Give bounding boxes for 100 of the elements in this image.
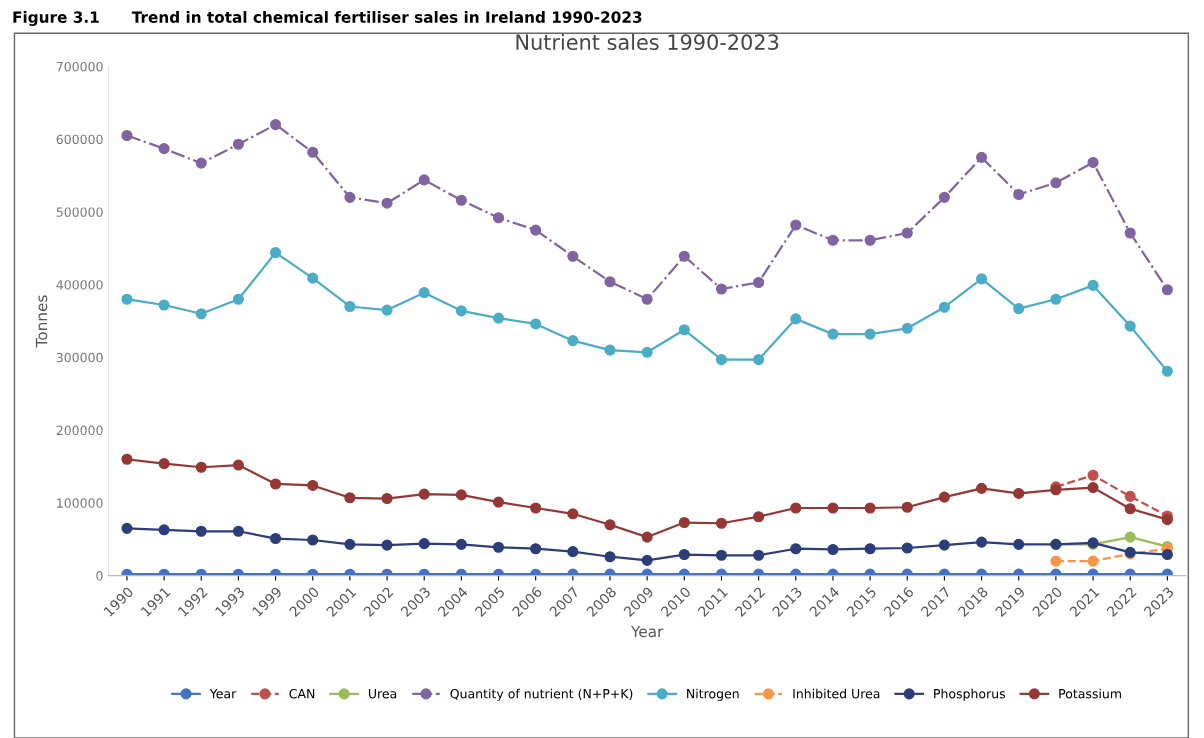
point: [1124, 531, 1136, 543]
y-tick-label: 100000: [57, 498, 103, 508]
y-tick-label: 0: [96, 571, 103, 581]
point: [901, 501, 913, 513]
point: [418, 538, 430, 550]
point: [232, 459, 244, 471]
y-tick-label: 700000: [56, 61, 103, 72]
point: [1161, 548, 1173, 561]
point: [1161, 284, 1173, 296]
point: [492, 541, 505, 553]
point: [976, 536, 988, 548]
point: [1050, 177, 1062, 189]
point: [567, 508, 579, 520]
point: [1087, 156, 1099, 169]
point: [195, 308, 207, 320]
point: [678, 250, 690, 262]
point: [381, 197, 393, 209]
point: [455, 538, 467, 550]
point: [715, 517, 728, 529]
point: [232, 525, 244, 537]
point: [567, 335, 579, 347]
point: [344, 492, 356, 504]
point: [455, 489, 467, 501]
point: [158, 143, 170, 155]
point: [604, 519, 616, 531]
point: [753, 549, 765, 561]
point: [715, 354, 728, 366]
point: [195, 525, 207, 537]
point: [567, 546, 579, 558]
point: [678, 516, 690, 529]
x-axis-title: Year: [630, 625, 664, 638]
point: [641, 531, 653, 543]
point: [790, 219, 802, 231]
point: [381, 304, 393, 316]
point: [195, 461, 207, 473]
point: [1087, 482, 1099, 494]
point: [418, 287, 430, 299]
point: [418, 488, 430, 500]
point: [270, 247, 282, 259]
point: [307, 479, 319, 491]
point: [604, 344, 616, 356]
point: [1124, 490, 1136, 502]
point: [827, 502, 839, 514]
point: [158, 299, 170, 311]
point: [344, 300, 356, 313]
point: [678, 324, 690, 336]
point: [381, 539, 393, 551]
y-tick-label: 600000: [56, 134, 103, 145]
point: [530, 318, 542, 330]
point: [790, 313, 802, 325]
legend-label: Quantity of nutrient (N+P+K): [450, 688, 633, 701]
point: [121, 522, 133, 534]
point: [976, 273, 988, 285]
point: [158, 458, 170, 470]
point: [344, 191, 356, 203]
point: [121, 293, 133, 305]
point: [864, 502, 876, 514]
point: [492, 496, 505, 508]
point: [232, 138, 244, 150]
point: [1161, 514, 1173, 526]
point: [1013, 487, 1025, 499]
point: [1124, 503, 1136, 515]
point: [790, 502, 802, 514]
point: [604, 276, 616, 288]
legend-label: Nitrogen: [687, 688, 739, 701]
legend-label: Year: [209, 689, 237, 699]
point: [530, 224, 542, 236]
point: [753, 511, 765, 523]
point: [753, 276, 765, 289]
point: [530, 502, 542, 514]
y-tick-label: 300000: [56, 352, 103, 363]
point: [232, 293, 244, 305]
point: [1161, 365, 1173, 377]
point: [381, 492, 393, 505]
point: [270, 478, 282, 490]
point: [604, 551, 616, 563]
point: [715, 549, 728, 561]
point: [567, 250, 579, 262]
point: [195, 157, 207, 169]
legend-label: Inhibited Urea: [793, 688, 880, 699]
point: [753, 354, 765, 366]
point: [1087, 469, 1099, 481]
point: [827, 328, 839, 340]
point: [1087, 279, 1099, 291]
point: [901, 542, 913, 554]
point: [307, 146, 319, 158]
legend-label: CAN: [289, 688, 315, 699]
point: [641, 346, 653, 358]
point: [455, 194, 467, 206]
point: [864, 328, 876, 340]
point: [938, 491, 950, 503]
point: [938, 539, 950, 551]
point: [938, 191, 950, 203]
point: [418, 174, 430, 186]
point: [1124, 227, 1136, 239]
point: [827, 234, 839, 246]
point: [678, 548, 690, 561]
point: [1124, 320, 1136, 332]
caption: Figure 3.1 Trend in total chemical fertiliser sales in Ireland 1990-2023: [13, 11, 642, 26]
legend-label: Potassium: [1059, 688, 1121, 699]
